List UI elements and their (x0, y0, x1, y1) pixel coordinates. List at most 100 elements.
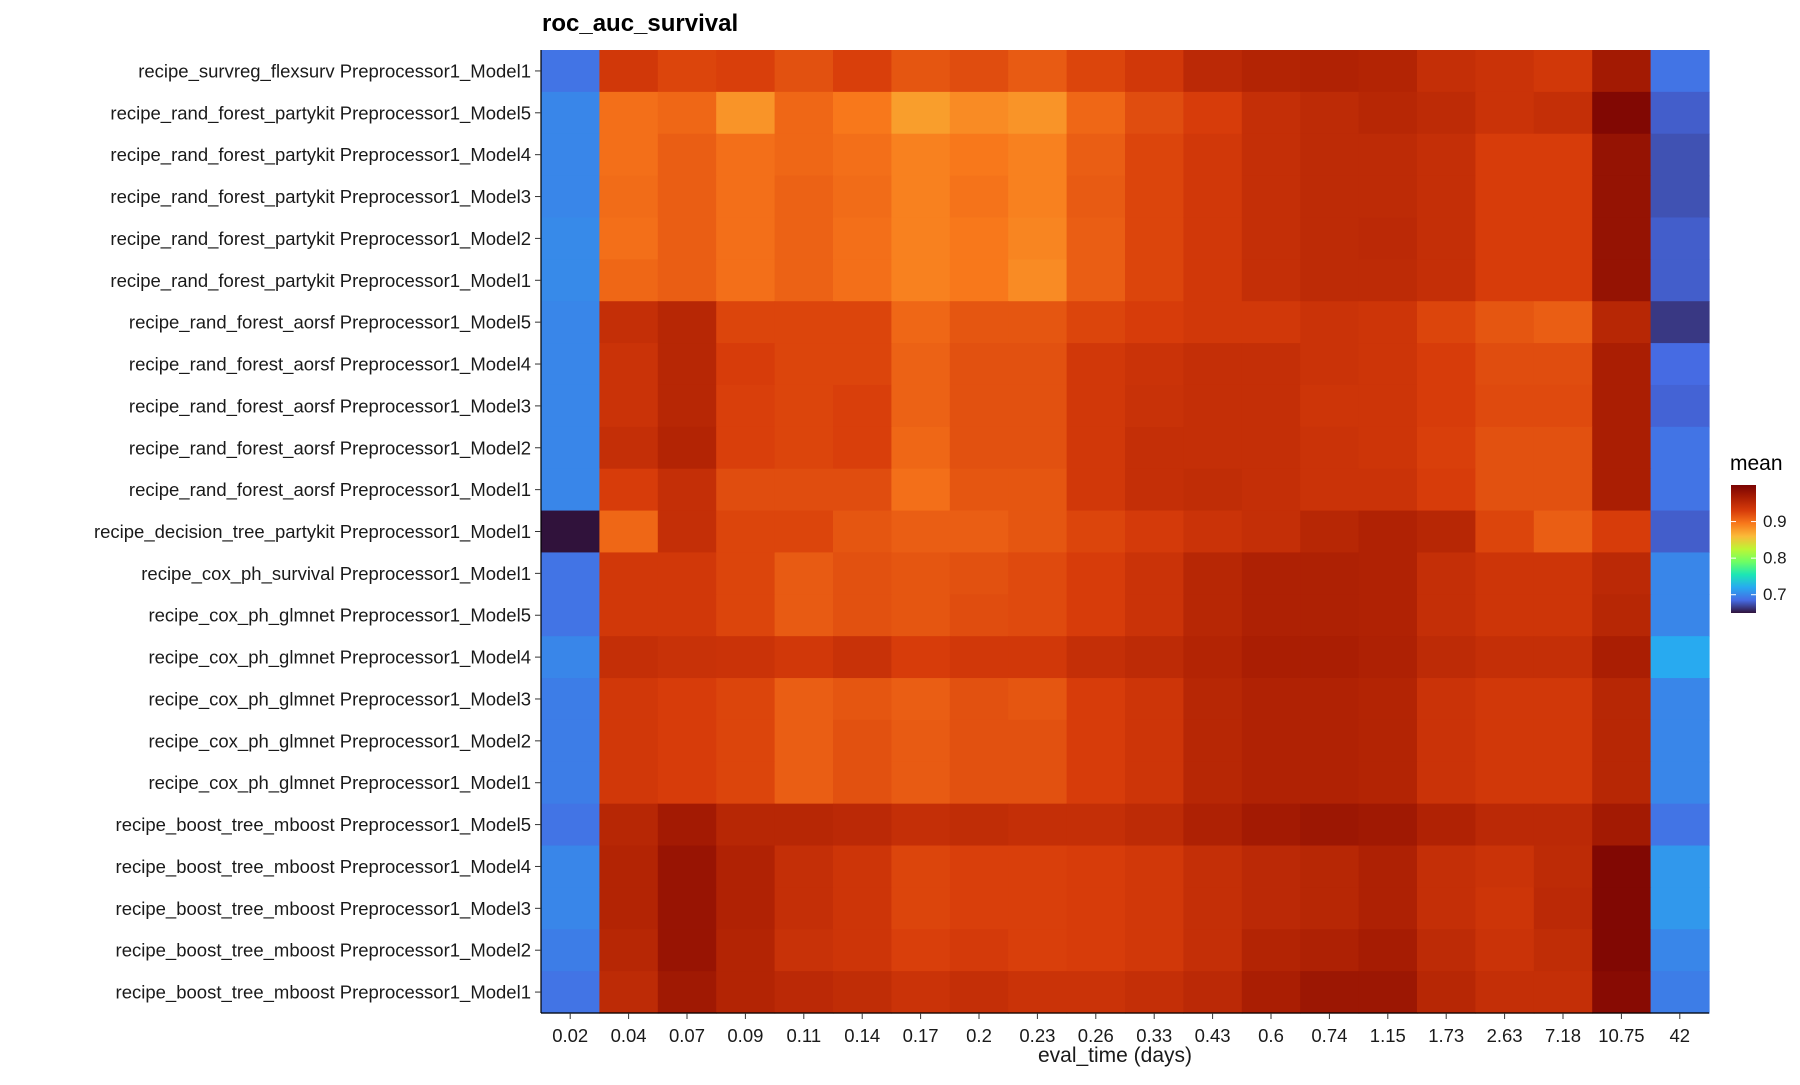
heatmap-cell (1650, 887, 1710, 930)
heatmap-cell (1417, 678, 1476, 721)
heatmap-cell (1358, 426, 1418, 470)
x-tick-label: 7.18 (1545, 1025, 1581, 1046)
heatmap-cell (1650, 803, 1710, 847)
heatmap-cell (833, 343, 892, 386)
heatmap-cell (541, 343, 600, 386)
heatmap-cell (1417, 426, 1476, 470)
heatmap-cell (1066, 803, 1126, 847)
heatmap-cell (541, 510, 600, 554)
heatmap-cell (891, 510, 951, 554)
heatmap-cell (833, 803, 892, 847)
heatmap-cell (1475, 301, 1535, 344)
heatmap-cell (833, 636, 892, 679)
heatmap-cell (716, 259, 776, 302)
heatmap-cell (891, 719, 951, 763)
heatmap-cell (1241, 175, 1301, 219)
heatmap-cell (1241, 343, 1301, 386)
y-tick-label: recipe_rand_forest_aorsf Preprocessor1_M… (129, 437, 531, 459)
heatmap-cell (1358, 343, 1418, 386)
heatmap-cell (1533, 91, 1593, 135)
heatmap-cell (541, 175, 600, 219)
heatmap-cell (1183, 384, 1243, 428)
heatmap-cell (1475, 468, 1535, 512)
heatmap-cell (1125, 301, 1184, 344)
heatmap-cell (1008, 217, 1068, 260)
heatmap-cell (1533, 259, 1593, 302)
heatmap-cell (1417, 594, 1476, 637)
heatmap-cell (1417, 636, 1476, 679)
heatmap-cell (1300, 929, 1360, 972)
heatmap-cell (1417, 761, 1476, 805)
heatmap-cell (1300, 468, 1360, 512)
x-tick-label: 0.26 (1078, 1025, 1114, 1046)
heatmap-cell (1008, 761, 1068, 805)
heatmap-cell (1358, 636, 1418, 679)
heatmap-cell (1650, 50, 1710, 93)
heatmap-cell (1417, 929, 1476, 972)
y-tick-label: recipe_cox_ph_glmnet Preprocessor1_Model… (148, 730, 531, 752)
heatmap-cell (774, 343, 834, 386)
heatmap-cell (1183, 50, 1243, 93)
heatmap-cell (833, 678, 892, 721)
heatmap-cell (1475, 343, 1535, 386)
heatmap-cell (541, 217, 600, 260)
y-tick-label: recipe_decision_tree_partykit Preprocess… (94, 521, 531, 543)
heatmap-cell (1650, 594, 1710, 637)
heatmap-cell (891, 133, 951, 177)
heatmap-cell (657, 803, 717, 847)
heatmap-cell (1592, 678, 1652, 721)
heatmap-cell (1533, 343, 1593, 386)
heatmap-cell (774, 384, 834, 428)
heatmap-cell (541, 678, 600, 721)
heatmap-cell (1066, 426, 1126, 470)
heatmap-cell (1592, 719, 1652, 763)
heatmap-cell (1008, 552, 1068, 595)
heatmap-cell (1475, 845, 1535, 888)
heatmap-cell (599, 510, 659, 554)
heatmap-cell (1066, 636, 1126, 679)
heatmap-cell (1417, 845, 1476, 888)
heatmap-cell (1417, 971, 1476, 1014)
y-tick-label: recipe_cox_ph_glmnet Preprocessor1_Model… (148, 647, 531, 669)
heatmap-cell (1241, 384, 1301, 428)
heatmap-cell (599, 50, 659, 93)
heatmap-cell (1533, 845, 1593, 888)
heatmap-cell (949, 468, 1009, 512)
x-tick-label: 0.11 (786, 1025, 821, 1046)
heatmap-cell (1533, 761, 1593, 805)
heatmap-cell (657, 133, 717, 177)
heatmap-cell (1358, 594, 1418, 637)
heatmap-cell (891, 426, 951, 470)
heatmap-cell (1533, 636, 1593, 679)
heatmap-cell (1125, 175, 1184, 219)
heatmap-cell (1066, 384, 1126, 428)
x-tick-label: 2.63 (1487, 1025, 1523, 1046)
heatmap-cell (1300, 426, 1360, 470)
heatmap-cell (833, 971, 892, 1014)
heatmap-cell (891, 761, 951, 805)
heatmap-cell (1125, 468, 1184, 512)
heatmap-cell (1533, 217, 1593, 260)
heatmap-cell (1008, 929, 1068, 972)
heatmap-cell (657, 343, 717, 386)
heatmap-cell (1183, 678, 1243, 721)
x-tick-label: 0.07 (669, 1025, 705, 1046)
heatmap-cell (1650, 343, 1710, 386)
heatmap-cell (1183, 887, 1243, 930)
heatmap-cell (1533, 384, 1593, 428)
heatmap-cell (891, 929, 951, 972)
heatmap-cell (1533, 552, 1593, 595)
heatmap-cell (1533, 678, 1593, 721)
heatmap-cell (1592, 468, 1652, 512)
heatmap-cell (774, 929, 834, 972)
heatmap-cell (1183, 468, 1243, 512)
heatmap-cell (1241, 887, 1301, 930)
heatmap-cell (1008, 343, 1068, 386)
heatmap-cell (1358, 301, 1418, 344)
heatmap-cell (1008, 50, 1068, 93)
heatmap-cell (1650, 133, 1710, 177)
heatmap-cell (774, 719, 834, 763)
heatmap-cell (716, 384, 776, 428)
heatmap-cell (1592, 594, 1652, 637)
color-legend: mean 0.9 0.8 0.7 (1730, 452, 1787, 613)
